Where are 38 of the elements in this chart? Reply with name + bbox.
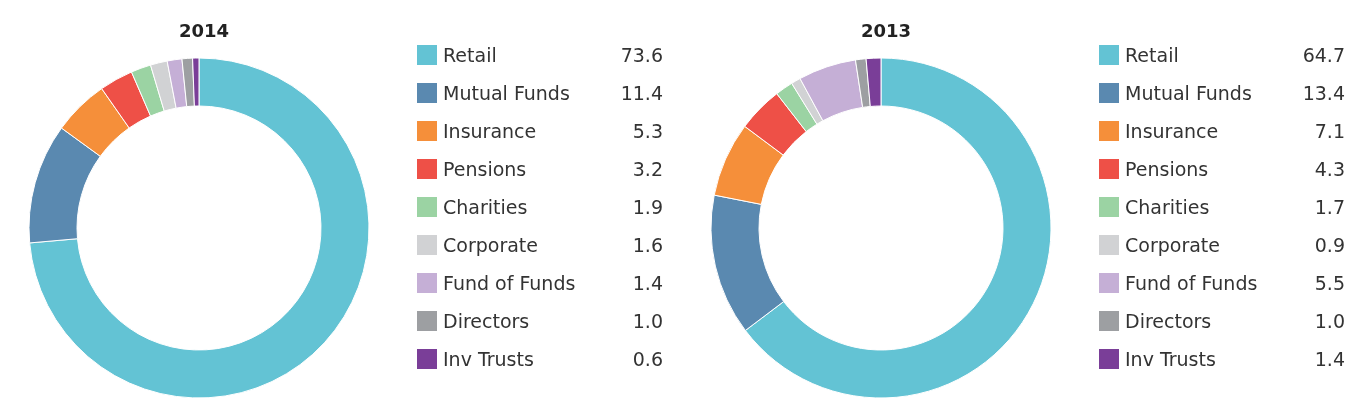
data-label: 1.0 <box>632 310 663 332</box>
legend-label: Directors <box>443 310 530 332</box>
data-label: 1.9 <box>632 196 663 218</box>
data-label: 0.6 <box>632 348 663 370</box>
legend-label: Pensions <box>443 158 527 180</box>
legend-label: Pensions <box>1125 158 1209 180</box>
data-label: 4.3 <box>1314 158 1345 180</box>
legend-label: Mutual Funds <box>1125 82 1252 104</box>
data-label: 64.7 <box>1302 44 1345 66</box>
data-label: 3.2 <box>632 158 663 180</box>
data-label: 1.6 <box>632 234 663 256</box>
legend-label: Corporate <box>1125 234 1220 256</box>
legend-label: Directors <box>1125 310 1212 332</box>
legend-label: Insurance <box>1125 120 1219 142</box>
legend-label: Charities <box>1125 196 1210 218</box>
data-label: 7.1 <box>1314 120 1345 142</box>
legend-label: Fund of Funds <box>443 272 576 294</box>
data-label: 11.4 <box>620 82 663 104</box>
legend-label: Inv Trusts <box>443 348 534 370</box>
legend-label: Charities <box>443 196 528 218</box>
legend-label: Retail <box>443 44 497 66</box>
data-label: 13.4 <box>1302 82 1345 104</box>
chart-title: 2014 <box>178 19 230 41</box>
data-label: 1.4 <box>1314 348 1345 370</box>
data-label: 73.6 <box>620 44 663 66</box>
data-label: 5.3 <box>632 120 663 142</box>
data-label: 1.0 <box>1314 310 1345 332</box>
legend-label: Retail <box>1125 44 1179 66</box>
legend-label: Mutual Funds <box>443 82 570 104</box>
chart-title: 2013 <box>860 19 912 41</box>
data-label: 1.4 <box>632 272 663 294</box>
data-label: 0.9 <box>1314 234 1345 256</box>
data-label: 5.5 <box>1314 272 1345 294</box>
legend-label: Corporate <box>443 234 538 256</box>
legend-label: Fund of Funds <box>1125 272 1258 294</box>
legend-label: Insurance <box>443 120 537 142</box>
legend-label: Inv Trusts <box>1125 348 1216 370</box>
data-label: 1.7 <box>1314 196 1345 218</box>
